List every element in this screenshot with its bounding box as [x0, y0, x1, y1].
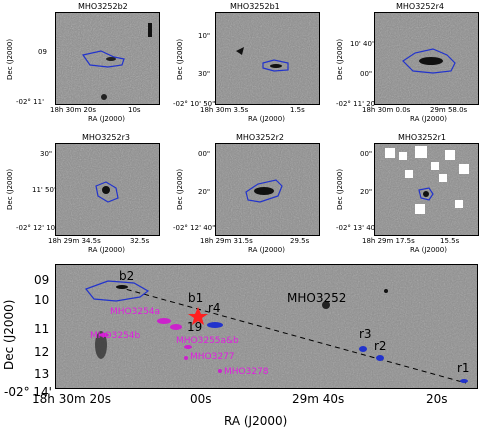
- main-ytick: 12: [34, 345, 50, 359]
- label-mho3278: MHO3278: [224, 367, 269, 377]
- panel-xtick: 1.5s: [290, 106, 305, 114]
- panel-ytick: 10": [198, 32, 211, 40]
- panel-ytick: 11' 50": [32, 186, 58, 194]
- panel-image-b1: [216, 13, 319, 104]
- label-r4: r4: [208, 301, 221, 315]
- panel-ytick: 20": [198, 188, 211, 196]
- panel-ytick: 09: [38, 48, 47, 56]
- panel-ytick: -02° 11': [16, 98, 44, 106]
- main-image: [55, 264, 478, 389]
- label-mho3254a: MHO3254a: [110, 307, 161, 317]
- panel-ytick: -02° 12' 40": [173, 224, 216, 232]
- label-b1: b1: [188, 291, 204, 305]
- main-xtick: 29m 40s: [292, 392, 345, 406]
- main-ytick: 10: [34, 293, 50, 307]
- panel-ytick: 10' 40": [350, 40, 376, 48]
- label-mho3277: MHO3277: [190, 352, 235, 362]
- panel-title-b1: MHO3252b1: [230, 2, 280, 11]
- panel-xlabel-r1: RA (J2000): [410, 246, 447, 254]
- panel-ylabel-r4: Dec (J2000): [336, 38, 344, 80]
- panel-ylabel-b1: Dec (J2000): [176, 38, 184, 80]
- panel-xtick: 29m 58.0s: [430, 106, 468, 114]
- panel-image-r1: [375, 144, 478, 235]
- panel-xtick: 29.5s: [290, 237, 310, 245]
- main-image-svg: [56, 265, 477, 388]
- panel-xlabel-b2: RA (J2000): [88, 115, 125, 123]
- panel-xlabel-r2: RA (J2000): [248, 246, 285, 254]
- main-ytick: 09: [34, 273, 50, 287]
- panel-xtick: 18h 29m 31.5s: [200, 237, 253, 245]
- panel-title-r2: MHO3252r2: [236, 133, 284, 142]
- panel-xtick: 15.5s: [440, 237, 460, 245]
- panel-xtick: 18h 29m 17.5s: [362, 237, 415, 245]
- label-r1: r1: [457, 361, 470, 375]
- label-r2: r2: [374, 339, 387, 353]
- label-mho3252: MHO3252: [287, 291, 347, 305]
- panel-xlabel-r3: RA (J2000): [88, 246, 125, 254]
- panel-ytick: -02° 13' 40": [336, 224, 379, 232]
- panel-image-b2: [56, 13, 159, 104]
- panel-image-r4: [375, 13, 478, 104]
- panel-xlabel-b1: RA (J2000): [248, 115, 285, 123]
- panel-title-r4: MHO3252r4: [396, 2, 444, 11]
- panel-ytick: 30": [198, 70, 211, 78]
- main-xlabel: RA (J2000): [224, 414, 288, 428]
- main-xtick: 20s: [426, 392, 448, 406]
- panel-ytick: -02° 10' 50": [173, 100, 216, 108]
- main-xtick: 18h 30m 20s: [32, 392, 111, 406]
- panel-ytick: 00": [360, 150, 373, 158]
- panel-ytick: -02° 11' 20": [336, 100, 379, 108]
- main-ytick: 13: [34, 367, 50, 381]
- panel-title-r3: MHO3252r3: [82, 133, 130, 142]
- panel-xtick: 18h 29m 34.5s: [48, 237, 101, 245]
- label-19: 19: [187, 320, 203, 334]
- panel-image-r2: [216, 144, 319, 235]
- panel-ylabel-r1: Dec (J2000): [336, 168, 344, 210]
- panel-image-r3: [56, 144, 159, 235]
- main-ylabel: Dec (J2000): [2, 299, 16, 370]
- panel-xlabel-r4: RA (J2000): [410, 115, 447, 123]
- label-mho3255ab: MHO3255a&b: [176, 336, 239, 346]
- image-panel-b2: [55, 12, 160, 105]
- panel-xtick: 32.5s: [130, 237, 150, 245]
- panel-ytick: 20": [360, 188, 373, 196]
- panel-ylabel-r2: Dec (J2000): [176, 168, 184, 210]
- panel-title-b2: MHO3252b2: [78, 2, 128, 11]
- image-panel-r4: [374, 12, 479, 105]
- panel-xtick: 10s: [128, 106, 141, 114]
- panel-ytick: 30": [40, 150, 53, 158]
- label-mho3254b: MHO3254b: [90, 331, 141, 341]
- panel-ytick: 00": [198, 150, 211, 158]
- panel-xtick: 18h 30m 20s: [50, 106, 97, 114]
- image-panel-r2: [215, 143, 320, 236]
- panel-xtick: 18h 30m 3.5s: [200, 106, 249, 114]
- label-b2: b2: [119, 269, 135, 283]
- image-panel-r3: [55, 143, 160, 236]
- image-panel-b1: [215, 12, 320, 105]
- panel-ytick: -02° 12' 10": [16, 224, 59, 232]
- image-panel-r1: [374, 143, 479, 236]
- panel-xtick: 18h 30m 0.0s: [362, 106, 411, 114]
- label-r3: r3: [359, 327, 372, 341]
- main-ytick: 11: [34, 322, 50, 336]
- panel-ylabel-r3: Dec (J2000): [6, 168, 14, 210]
- panel-ytick: 00": [360, 70, 373, 78]
- main-ytick: -02° 14': [4, 385, 52, 399]
- panel-ylabel-b2: Dec (J2000): [6, 38, 14, 80]
- panel-title-r1: MHO3252r1: [398, 133, 446, 142]
- main-xtick: 00s: [190, 392, 212, 406]
